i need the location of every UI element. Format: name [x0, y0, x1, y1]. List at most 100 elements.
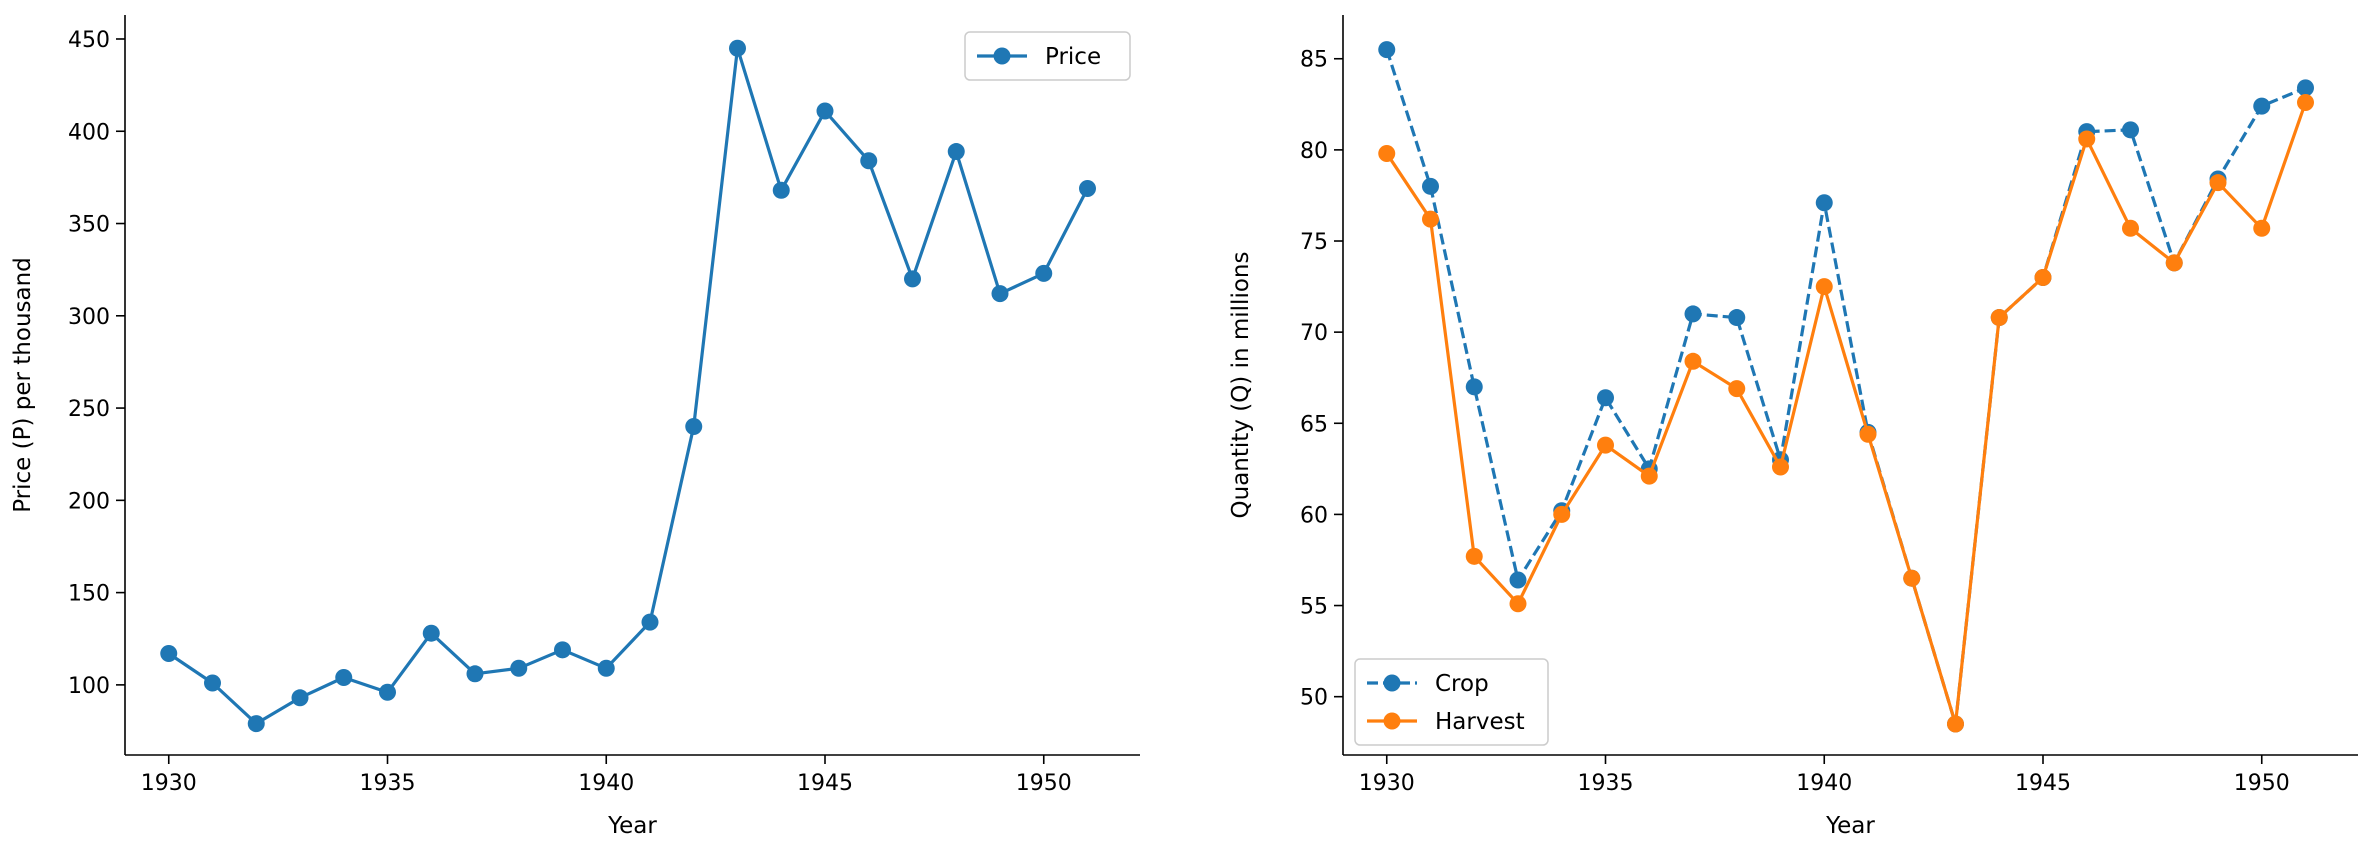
data-point-harvest: [1947, 715, 1964, 733]
y-tick-label: 60: [1300, 503, 1328, 528]
x-tick-label: 1940: [1796, 771, 1852, 796]
data-point-price: [860, 152, 878, 170]
data-point-price: [685, 418, 703, 436]
y-axis-label: Quantity (Q) in millions: [1228, 252, 1254, 519]
data-point-crop: [1815, 194, 1833, 212]
y-tick-label: 100: [68, 674, 110, 699]
data-point-price: [772, 181, 790, 199]
legend: Crop Harvest: [1354, 658, 1549, 746]
data-point-harvest: [1684, 352, 1702, 370]
y-tick-label: 70: [1300, 321, 1328, 346]
data-point-price: [1079, 179, 1096, 197]
x-axis-label: Year: [607, 813, 657, 839]
data-point-price: [204, 674, 221, 692]
y-tick-label: 50: [1300, 686, 1328, 711]
legend-marker: [993, 47, 1011, 65]
data-point-price: [641, 613, 659, 631]
legend-label: Harvest: [1435, 709, 1525, 735]
x-axis-label: Year: [1825, 813, 1875, 839]
data-point-harvest: [2209, 174, 2227, 192]
data-point-price: [816, 102, 834, 120]
data-point-harvest: [1772, 458, 1789, 476]
data-point-price: [379, 683, 396, 701]
data-point-crop: [1684, 305, 1702, 323]
series-line-harvest: [1385, 101, 2308, 726]
legend: Price: [964, 31, 1131, 81]
data-point-crop: [2297, 79, 2314, 97]
data-point-harvest: [1640, 467, 1658, 485]
data-point-harvest: [1509, 595, 1527, 613]
data-point-harvest: [2122, 219, 2139, 237]
data-point-harvest: [1815, 278, 1833, 296]
data-point-price: [554, 641, 571, 659]
data-point-harvest: [1422, 210, 1439, 228]
data-point-crop: [2122, 121, 2139, 139]
data-point-harvest: [1859, 425, 1877, 443]
y-tick-label: 55: [1300, 595, 1328, 620]
series-line-crop: [1385, 49, 2307, 726]
data-point-price: [422, 624, 440, 642]
data-point-crop: [1465, 378, 1483, 396]
data-point-price: [291, 689, 309, 707]
x-tick-label: 1945: [2015, 771, 2071, 796]
data-point-harvest: [1597, 436, 1614, 454]
data-point-crop: [1422, 177, 1439, 195]
x-tick-label: 1935: [1578, 771, 1634, 796]
data-point-price: [160, 645, 178, 663]
y-tick-label: 150: [68, 582, 110, 607]
legend-box: [1354, 658, 1549, 746]
legend-label: Crop: [1435, 671, 1489, 697]
data-point-harvest: [1728, 380, 1746, 398]
series-line-price: [167, 46, 1089, 726]
y-tick-label: 300: [68, 305, 110, 330]
legend-label: Price: [1045, 44, 1101, 70]
data-point-crop: [1597, 389, 1614, 407]
y-axis-label: Price (P) per thousand: [10, 257, 36, 513]
data-point-price: [991, 285, 1009, 303]
data-point-harvest: [1553, 505, 1571, 523]
data-point-harvest: [2253, 219, 2271, 237]
legend-box: [964, 31, 1131, 81]
data-point-price: [947, 143, 965, 161]
y-tick-label: 250: [68, 397, 110, 422]
data-point-crop: [1378, 41, 1396, 59]
data-point-harvest: [2034, 268, 2052, 286]
data-point-price: [247, 715, 265, 733]
y-tick-label: 80: [1300, 139, 1328, 164]
data-point-price: [729, 39, 746, 57]
data-point-crop: [1509, 571, 1527, 589]
data-point-price: [510, 659, 528, 677]
data-point-harvest: [1465, 547, 1483, 565]
x-tick-label: 1950: [1016, 771, 1072, 796]
y-tick-label: 75: [1300, 230, 1328, 255]
x-tick-label: 1930: [1359, 771, 1415, 796]
y-tick-label: 400: [68, 120, 110, 145]
y-tick-label: 350: [68, 213, 110, 238]
x-tick-label: 1945: [797, 771, 853, 796]
data-point-price: [1035, 264, 1053, 282]
data-point-harvest: [2165, 254, 2183, 272]
data-point-crop: [2253, 97, 2271, 115]
y-tick-label: 85: [1300, 48, 1328, 73]
x-tick-label: 1940: [578, 771, 634, 796]
data-point-harvest: [2078, 130, 2096, 148]
data-point-price: [597, 659, 615, 677]
x-tick-label: 1935: [360, 771, 416, 796]
y-tick-label: 65: [1300, 412, 1328, 437]
quantity-chart-panel: 1930 1935 1940 1945 1950 50 55 60 65 70 75 80 85 Year…: [1228, 15, 2358, 839]
x-tick-label: 1930: [141, 771, 197, 796]
data-point-price: [904, 270, 921, 288]
data-point-harvest: [1378, 145, 1396, 163]
y-tick-label: 200: [68, 489, 110, 514]
data-point-harvest: [1903, 569, 1921, 587]
y-tick-label: 450: [68, 28, 110, 53]
data-point-crop: [1728, 309, 1746, 327]
data-point-harvest: [1990, 309, 2008, 327]
data-point-price: [466, 665, 484, 683]
data-point-price: [335, 668, 353, 686]
legend-marker: [1383, 674, 1401, 692]
legend-marker: [1383, 712, 1401, 730]
x-tick-label: 1950: [2234, 771, 2290, 796]
